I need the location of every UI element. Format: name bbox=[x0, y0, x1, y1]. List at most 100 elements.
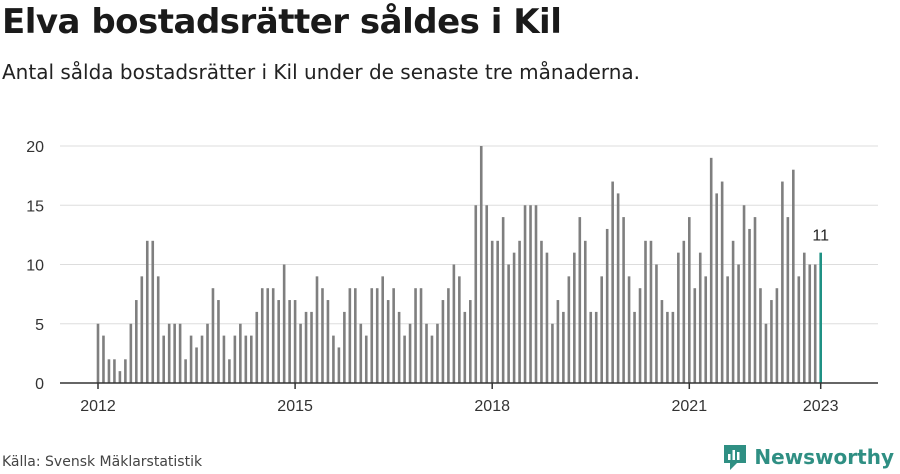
bar bbox=[682, 240, 686, 383]
bar bbox=[118, 371, 122, 383]
x-tick-label: 2012 bbox=[80, 398, 116, 415]
bar bbox=[753, 217, 757, 383]
highlight-data-label: 11 bbox=[812, 228, 829, 245]
bar bbox=[370, 288, 374, 383]
bar bbox=[107, 359, 111, 383]
bar bbox=[217, 300, 220, 383]
bar bbox=[288, 300, 291, 383]
bar bbox=[534, 205, 538, 383]
bar bbox=[523, 205, 527, 383]
bar bbox=[644, 240, 647, 383]
bar bbox=[403, 335, 406, 383]
x-tick-label: 2021 bbox=[672, 398, 708, 415]
bar bbox=[573, 252, 576, 383]
bar bbox=[135, 300, 138, 383]
bars bbox=[96, 146, 822, 383]
bar bbox=[228, 359, 231, 383]
bar bbox=[414, 288, 417, 383]
y-tick-label: 10 bbox=[26, 258, 44, 275]
bar bbox=[688, 217, 691, 383]
bar bbox=[496, 240, 499, 383]
bar bbox=[649, 240, 653, 383]
bar bbox=[436, 323, 439, 383]
bar bbox=[419, 288, 423, 383]
brand-logo[interactable]: Newsworthy bbox=[722, 443, 894, 471]
bar bbox=[562, 311, 565, 383]
bar bbox=[326, 300, 330, 383]
bar bbox=[293, 300, 297, 383]
bar bbox=[726, 276, 729, 383]
y-tick-label: 20 bbox=[26, 139, 44, 156]
bar bbox=[611, 181, 614, 383]
bar bbox=[589, 311, 593, 383]
bar bbox=[102, 335, 105, 383]
bar bbox=[808, 264, 812, 383]
source-note: Källa: Svensk Mäklarstatistik bbox=[2, 454, 203, 470]
bar bbox=[211, 288, 215, 383]
bar bbox=[304, 311, 308, 383]
x-tick-label: 2023 bbox=[803, 398, 839, 415]
bar bbox=[474, 205, 478, 383]
bar bbox=[124, 359, 127, 383]
bar bbox=[605, 228, 609, 383]
bar bbox=[425, 323, 428, 383]
bar bbox=[677, 252, 680, 383]
bar bbox=[129, 323, 133, 383]
bar bbox=[184, 359, 187, 383]
bar bbox=[770, 300, 773, 383]
bar bbox=[622, 217, 625, 383]
bar bbox=[594, 311, 598, 383]
bar bbox=[145, 240, 149, 383]
bar bbox=[540, 240, 543, 383]
bar bbox=[282, 264, 286, 383]
bar bbox=[321, 288, 324, 383]
bar bbox=[600, 276, 603, 383]
bar bbox=[255, 311, 259, 383]
bar bbox=[310, 311, 313, 383]
bar bbox=[731, 240, 735, 383]
bar bbox=[452, 264, 456, 383]
bar bbox=[364, 335, 368, 383]
bar bbox=[578, 217, 582, 383]
bar bbox=[195, 347, 198, 383]
bar bbox=[140, 276, 144, 383]
bar bbox=[266, 288, 270, 383]
bar bbox=[200, 335, 204, 383]
bar bbox=[381, 276, 384, 383]
bar bbox=[392, 288, 395, 383]
bar bbox=[781, 181, 784, 383]
bar bbox=[189, 335, 193, 383]
bar bbox=[764, 323, 768, 383]
bar bbox=[792, 169, 795, 383]
brand-name: Newsworthy bbox=[754, 445, 894, 469]
bar bbox=[332, 335, 335, 383]
bar bbox=[354, 288, 357, 383]
bar bbox=[222, 335, 226, 383]
bar bbox=[463, 311, 467, 383]
bar bbox=[113, 359, 116, 383]
bar bbox=[518, 240, 521, 383]
bar bbox=[244, 335, 248, 383]
bar bbox=[616, 193, 620, 383]
bar bbox=[775, 288, 779, 383]
bar bbox=[655, 264, 658, 383]
bar bbox=[759, 288, 762, 383]
bar bbox=[485, 205, 489, 383]
chart-title: Elva bostadsrätter såldes i Kil bbox=[2, 2, 562, 42]
bar bbox=[512, 252, 516, 383]
bar bbox=[233, 335, 237, 383]
bar bbox=[556, 300, 560, 383]
y-tick-label: 5 bbox=[35, 317, 44, 334]
bar bbox=[671, 311, 675, 383]
bar bbox=[704, 276, 708, 383]
bar bbox=[375, 288, 379, 383]
x-axis-ticks: 2012 2015 2018 2021 2023 bbox=[80, 383, 839, 415]
bar bbox=[813, 264, 817, 383]
x-tick-label: 2018 bbox=[474, 398, 510, 415]
bar bbox=[167, 323, 171, 383]
bar bbox=[715, 193, 718, 383]
bar bbox=[469, 300, 472, 383]
bar bbox=[742, 205, 746, 383]
bar bbox=[660, 300, 664, 383]
